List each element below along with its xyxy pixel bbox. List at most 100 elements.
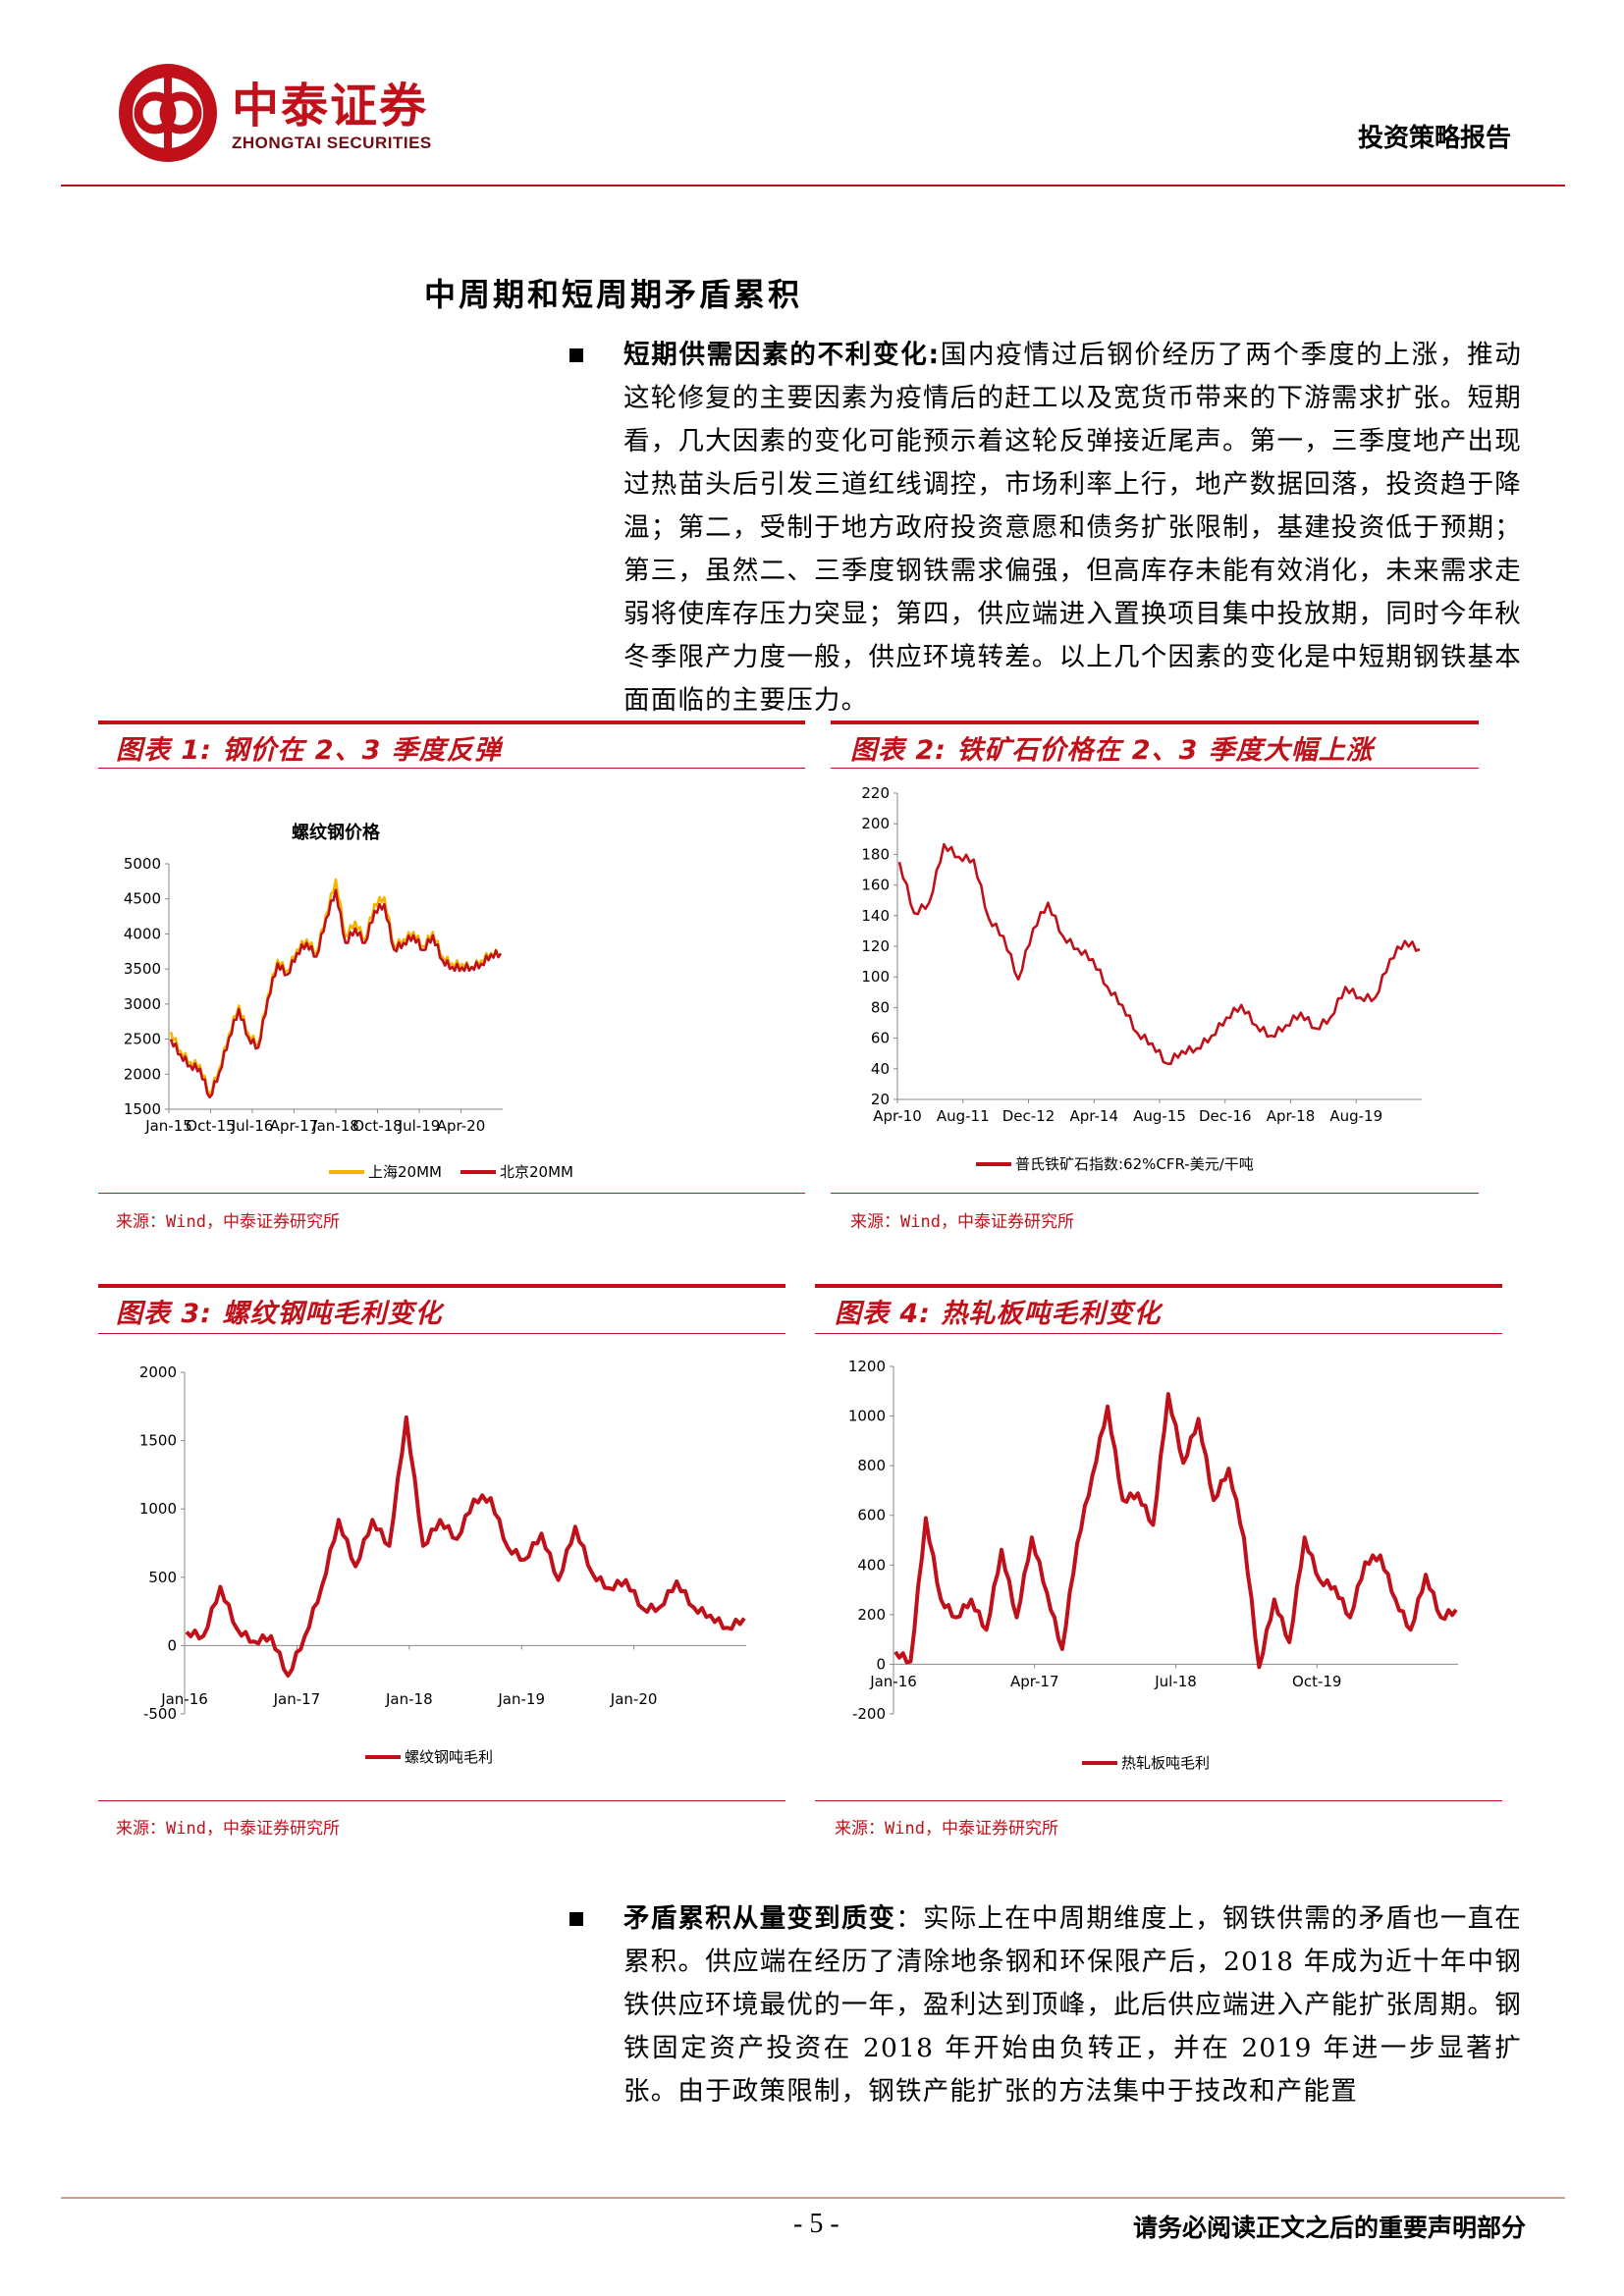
x-tick-label: Apr-20 [437, 1117, 486, 1135]
fig3-top-rule [98, 1284, 785, 1288]
y-tick-label: 0 [876, 1655, 886, 1673]
chart-hot-rolled-margin: -200 0 200 400 600 800 1000 1200 Jan-16 Apr-17 Jul… [848, 1358, 1458, 1772]
x-tick-label: Jul-16 [231, 1117, 274, 1135]
x-tick-label: Apr-14 [1070, 1107, 1119, 1125]
paragraph-1-body: 国内疫情过后钢价经历了两个季度的上涨，推动这轮修复的主要因素为疫情后的赶工以及宽… [623, 340, 1523, 716]
y-tick-label: 120 [861, 937, 890, 955]
fig1-bottom-rule [98, 1193, 805, 1194]
x-tick-label: Jan-18 [385, 1690, 433, 1708]
footer-disclaimer: 请务必阅读正文之后的重要声明部分 [1132, 2214, 1526, 2242]
x-tick-label: Jul-18 [1154, 1673, 1197, 1690]
legend-label: 螺纹钢吨毛利 [405, 1748, 493, 1766]
fig3-caption: 螺纹钢吨毛利变化 [222, 1299, 443, 1329]
legend-label: 热轧板吨毛利 [1121, 1754, 1210, 1772]
chart-title: 螺纹钢价格 [292, 822, 381, 843]
y-tick-label: 4500 [124, 890, 161, 908]
fig4-title-rule [815, 1333, 1502, 1334]
fig4-top-rule [815, 1284, 1502, 1288]
x-tick-label: Jan-19 [497, 1690, 545, 1708]
x-tick-label: Jan-18 [311, 1117, 359, 1135]
x-tick-label: Apr-18 [1267, 1107, 1316, 1125]
y-tick-label: 100 [861, 968, 890, 986]
logo: 中泰证券 ZHONGTAI SECURITIES [116, 61, 509, 169]
fig1-source: 来源：Wind，中泰证券研究所 [116, 1212, 340, 1232]
fig3-title: 图表 3: 螺纹钢吨毛利变化 [116, 1292, 442, 1330]
legend-label: 上海20MM [368, 1163, 442, 1181]
logo-text-cn: 中泰证券 [232, 79, 429, 133]
x-tick-label: Aug-19 [1329, 1107, 1382, 1125]
y-tick-label: 1200 [848, 1358, 886, 1375]
fig3-bottom-rule [98, 1800, 785, 1801]
y-tick-label: 0 [167, 1636, 177, 1654]
fig3-source: 来源：Wind，中泰证券研究所 [116, 1819, 340, 1839]
y-tick-label: 200 [861, 815, 890, 832]
logo-text-en: ZHONGTAI SECURITIES [232, 133, 432, 152]
series-line-上海20MM [169, 878, 503, 1095]
y-tick-label: 2500 [124, 1031, 161, 1048]
series-line-螺纹钢吨毛利 [185, 1415, 746, 1678]
x-tick-label: Jan-20 [610, 1690, 658, 1708]
x-tick-label: Jan-16 [869, 1673, 917, 1690]
series-line-北京20MM [169, 888, 503, 1098]
fig2-title: 图表 2: 铁矿石价格在 2、3 季度大幅上涨 [850, 728, 1374, 767]
logo-emblem-icon [119, 64, 217, 162]
x-tick-label: Apr-10 [873, 1107, 922, 1125]
chart-iron-ore-price: 20 40 60 80 100 120 140 160 180 200 220 Apr-10 Aug-1… [861, 784, 1422, 1173]
x-tick-label: Jan-16 [160, 1690, 208, 1708]
y-tick-label: 3500 [124, 960, 161, 978]
fig1-caption: 钢价在 2、3 季度反弹 [222, 735, 502, 766]
chart-rebar-price: 螺纹钢价格 1500 2000 2500 3000 3500 4000 4500 5000 Jan… [124, 822, 573, 1181]
y-tick-label: 1500 [139, 1432, 177, 1450]
x-tick-label: Aug-11 [937, 1107, 990, 1125]
paragraph-2-lead: 矛盾累积从量变到质变 [623, 1903, 896, 1934]
fig1-top-rule [98, 721, 805, 724]
y-tick-label: 140 [861, 907, 890, 925]
fig4-source: 来源：Wind，中泰证券研究所 [835, 1819, 1058, 1839]
x-tick-label: Jan-17 [273, 1690, 321, 1708]
y-tick-label: 180 [861, 845, 890, 863]
y-tick-label: 1500 [124, 1100, 161, 1118]
y-tick-label: 20 [871, 1091, 890, 1108]
x-tick-label: Jul-19 [398, 1117, 441, 1135]
fig4-label: 图表 4: [835, 1299, 931, 1329]
fig2-top-rule [831, 721, 1479, 724]
fig4-title: 图表 4: 热轧板吨毛利变化 [835, 1292, 1161, 1330]
y-tick-label: 3000 [124, 995, 161, 1013]
y-tick-label: -200 [852, 1705, 886, 1723]
y-tick-label: 200 [857, 1606, 886, 1624]
fig3-label: 图表 3: [116, 1299, 212, 1329]
series-line-热轧板吨毛利 [893, 1392, 1458, 1670]
paragraph-2: 矛盾累积从量变到质变：实际上在中周期维度上，钢铁供需的矛盾也一直在累积。供应端在… [623, 1897, 1522, 2113]
y-tick-label: 1000 [848, 1408, 886, 1425]
y-tick-label: 40 [871, 1060, 890, 1078]
fig1-title: 图表 1: 钢价在 2、3 季度反弹 [116, 728, 502, 767]
x-tick-label: Oct-18 [352, 1117, 402, 1135]
y-tick-label: 400 [857, 1556, 886, 1574]
fig2-bottom-rule [831, 1193, 1479, 1194]
y-tick-label: 500 [148, 1569, 177, 1586]
x-tick-label: Apr-17 [1010, 1673, 1059, 1690]
x-tick-label: Oct-19 [1292, 1673, 1341, 1690]
x-tick-label: Aug-15 [1133, 1107, 1186, 1125]
fig1-label: 图表 1: [116, 735, 212, 766]
y-tick-label: 2000 [124, 1065, 161, 1083]
x-tick-label: Oct-15 [186, 1117, 235, 1135]
legend-label: 北京20MM [500, 1163, 573, 1181]
header-divider [61, 185, 1565, 187]
y-tick-label: 1000 [139, 1500, 177, 1518]
y-tick-label: 800 [857, 1457, 886, 1474]
y-tick-label: 160 [861, 877, 890, 894]
footer-divider [61, 2197, 1565, 2199]
y-tick-label: 80 [871, 998, 890, 1016]
report-type: 投资策略报告 [1357, 124, 1511, 153]
section-title: 中周期和短周期矛盾累积 [424, 276, 803, 313]
page-number: - 5 - [793, 2209, 839, 2239]
y-tick-label: 2000 [139, 1363, 177, 1381]
paragraph-2-body: ：实际上在中周期维度上，钢铁供需的矛盾也一直在累积。供应端在经历了清除地条钢和环… [623, 1903, 1522, 2107]
fig1-title-rule [98, 768, 805, 769]
paragraph-1-lead: 短期供需因素的不利变化: [623, 340, 941, 370]
series-line-普氏铁矿石指数:62%CFR-美元/干吨 [897, 842, 1421, 1066]
y-tick-label: -500 [143, 1705, 177, 1723]
fig3-title-rule [98, 1333, 785, 1334]
y-tick-label: 60 [871, 1030, 890, 1047]
